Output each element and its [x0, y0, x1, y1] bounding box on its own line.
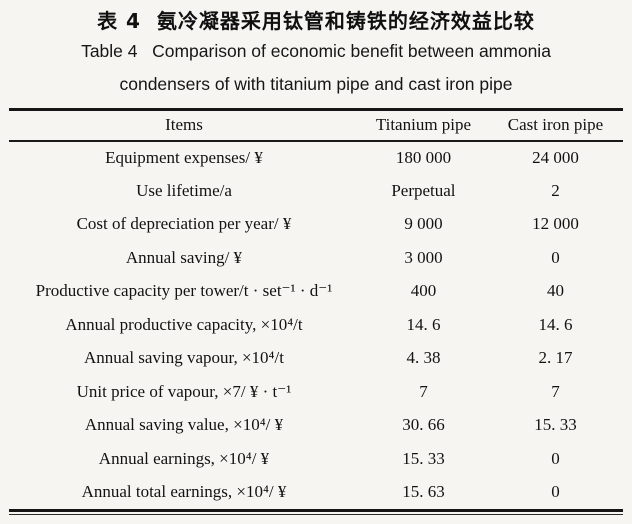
column-header-items: Items	[165, 115, 203, 135]
table-caption-english-line1: Table 4 Comparison of economic benefit b…	[81, 41, 551, 61]
table-row: Annual earnings, ×10⁴/ ¥ 15. 33 0	[9, 442, 623, 476]
titanium-value-cell: 15. 63	[402, 482, 445, 502]
cast-iron-value-cell: 0	[551, 247, 560, 267]
table-row: Unit price of vapour, ×7/ ¥ · t⁻¹ 7 7	[9, 375, 623, 409]
item-cell: Equipment expenses/ ¥	[105, 147, 263, 167]
table-row: Productive capacity per tower/t · set⁻¹ …	[9, 275, 623, 309]
cast-iron-value-cell: 7	[551, 381, 560, 401]
titanium-value-cell: 4. 38	[406, 348, 441, 368]
cast-iron-value-cell: 12 000	[532, 214, 579, 234]
table-bottom-rule-thick	[9, 509, 623, 512]
item-cell: Annual earnings, ×10⁴/ ¥	[98, 448, 270, 468]
table-row: Annual saving vapour, ×10⁴/t 4. 38 2. 17	[9, 342, 623, 376]
table-caption-english: Table 4 Comparison of economic benefit b…	[0, 35, 632, 101]
titanium-value-cell: 14. 6	[406, 314, 441, 334]
titanium-value-cell: 7	[419, 381, 428, 401]
table-row: Equipment expenses/ ¥ 180 000 24 000	[9, 141, 623, 175]
cast-iron-value-cell: 15. 33	[534, 415, 577, 435]
table-wrapper: Items Titanium pipe Cast iron pipe Equip…	[9, 108, 623, 515]
item-cell: Annual saving value, ×10⁴/ ¥	[84, 415, 284, 435]
item-cell: Cost of depreciation per year/ ¥	[76, 214, 292, 234]
titanium-value-cell: 9 000	[404, 214, 443, 234]
table-head: Items Titanium pipe Cast iron pipe	[9, 110, 623, 141]
item-cell: Annual total earnings, ×10⁴/ ¥	[81, 482, 287, 502]
item-cell: Productive capacity per tower/t · set⁻¹ …	[35, 281, 333, 301]
item-cell: Use lifetime/a	[136, 180, 232, 200]
cast-iron-value-cell: 0	[551, 448, 560, 468]
column-header-cast-iron-pipe: Cast iron pipe	[507, 115, 604, 135]
economic-benefit-table: Items Titanium pipe Cast iron pipe Equip…	[9, 108, 623, 509]
titanium-value-cell: 15. 33	[402, 448, 445, 468]
table-bottom-rule-thin	[9, 514, 623, 515]
cast-iron-value-cell: 0	[551, 482, 560, 502]
titanium-value-cell: Perpetual	[391, 180, 456, 200]
column-header-titanium-pipe: Titanium pipe	[375, 115, 472, 135]
item-cell: Annual saving/ ¥	[125, 247, 243, 267]
table-caption-english-line2: condensers of with titanium pipe and cas…	[119, 74, 513, 94]
titanium-value-cell: 30. 66	[402, 415, 445, 435]
table-row: Annual productive capacity, ×10⁴/t 14. 6 1…	[9, 308, 623, 342]
cast-iron-value-cell: 40	[546, 281, 564, 301]
item-cell: Annual saving vapour, ×10⁴/t	[84, 348, 284, 368]
cast-iron-value-cell: 14. 6	[538, 314, 573, 334]
cast-iron-value-cell: 24 000	[532, 147, 579, 167]
item-cell: Unit price of vapour, ×7/ ¥ · t⁻¹	[76, 381, 292, 401]
cast-iron-value-cell: 2. 17	[538, 348, 573, 368]
item-cell: Annual productive capacity, ×10⁴/t	[65, 314, 303, 334]
table-row: Annual total earnings, ×10⁴/ ¥ 15. 63 0	[9, 476, 623, 510]
titanium-value-cell: 3 000	[404, 247, 443, 267]
titanium-value-cell: 400	[410, 281, 437, 301]
table-caption-chinese: 表 4 氨冷凝器采用钛管和铸铁的经济效益比较	[97, 9, 535, 33]
table-body: Equipment expenses/ ¥ 180 000 24 000 Use li…	[9, 141, 623, 510]
titanium-value-cell: 180 000	[395, 147, 452, 167]
table-row: Annual saving/ ¥ 3 000 0	[9, 241, 623, 275]
header-row: Items Titanium pipe Cast iron pipe	[9, 110, 623, 141]
table-row: Use lifetime/a Perpetual 2	[9, 174, 623, 208]
cast-iron-value-cell: 2	[551, 180, 560, 200]
table-row: Annual saving value, ×10⁴/ ¥ 30. 66 15. 33	[9, 409, 623, 443]
table-row: Cost of depreciation per year/ ¥ 9 000 12 …	[9, 208, 623, 242]
